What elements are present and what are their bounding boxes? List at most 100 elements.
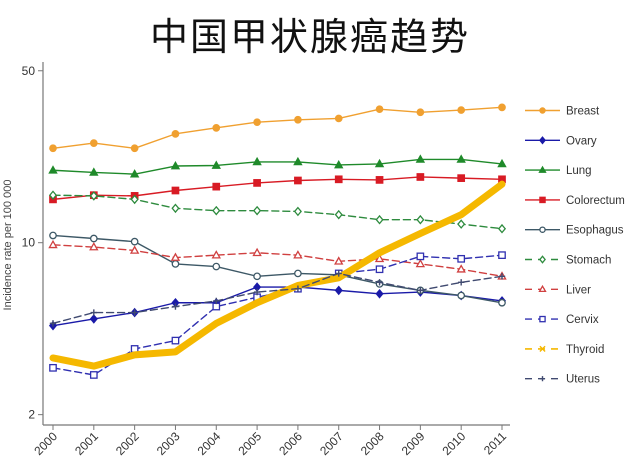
legend-marker-liver bbox=[538, 284, 547, 293]
data-point-cervix-2001 bbox=[89, 371, 98, 379]
data-point-esophagus-2006 bbox=[294, 269, 302, 278]
data-point-breast-2011 bbox=[498, 103, 506, 112]
legend-item-uterus: Uterus bbox=[525, 374, 600, 386]
series-breast bbox=[49, 103, 506, 153]
legend-item-cervix: Cervix bbox=[525, 314, 599, 326]
data-point-breast-2009 bbox=[416, 108, 425, 117]
legend-label-stomach: Stomach bbox=[566, 255, 611, 267]
series-lung bbox=[48, 154, 507, 178]
data-point-uterus-2005 bbox=[253, 288, 261, 296]
data-point-cervix-2003 bbox=[171, 336, 180, 345]
y-tick-label: 10 bbox=[22, 236, 36, 250]
x-tick-label: 2004 bbox=[195, 429, 224, 458]
data-point-lung-2001 bbox=[89, 167, 99, 176]
data-point-colorectum-2006 bbox=[294, 176, 302, 185]
data-point-colorectum-2010 bbox=[457, 174, 466, 182]
data-point-lung-2011 bbox=[497, 158, 507, 168]
series-liver bbox=[48, 239, 507, 280]
legend-marker-uterus bbox=[539, 376, 546, 382]
data-point-breast-2002 bbox=[130, 144, 139, 153]
data-point-uterus-2000 bbox=[49, 320, 57, 327]
data-point-uterus-2007 bbox=[335, 270, 342, 277]
data-point-liver-2008 bbox=[374, 253, 385, 263]
data-point-cervix-2000 bbox=[49, 363, 57, 372]
legend-item-ovary: Ovary bbox=[525, 135, 597, 147]
data-point-lung-2003 bbox=[170, 160, 181, 170]
series-line-colorectum bbox=[52, 176, 503, 201]
data-point-esophagus-2005 bbox=[253, 272, 261, 281]
data-point-colorectum-2003 bbox=[171, 186, 180, 195]
data-point-lung-2009 bbox=[415, 154, 426, 163]
data-point-stomach-2000 bbox=[48, 190, 58, 201]
data-point-esophagus-2004 bbox=[212, 262, 221, 271]
series-line-stomach bbox=[52, 194, 503, 230]
data-point-breast-2000 bbox=[49, 144, 57, 153]
data-point-breast-2006 bbox=[294, 115, 302, 124]
data-point-uterus-2008 bbox=[376, 279, 383, 286]
legend-marker-esophagus bbox=[539, 226, 546, 233]
series-line-breast bbox=[52, 106, 503, 149]
legend-label-colorectum: Colorectum bbox=[566, 195, 625, 207]
data-point-stomach-2009 bbox=[416, 214, 425, 225]
data-point-liver-2000 bbox=[48, 239, 58, 249]
data-point-liver-2007 bbox=[334, 256, 344, 265]
legend-label-uterus: Uterus bbox=[566, 374, 600, 386]
series-colorectum bbox=[49, 173, 506, 204]
legend-marker-ovary bbox=[539, 136, 546, 145]
x-tick-label: 2006 bbox=[276, 429, 305, 458]
data-point-uterus-2004 bbox=[213, 297, 220, 305]
series-line-liver bbox=[52, 244, 503, 278]
data-point-esophagus-2003 bbox=[171, 260, 180, 268]
x-tick-label: 2010 bbox=[440, 429, 469, 458]
y-tick-label: 2 bbox=[28, 408, 35, 422]
data-point-colorectum-2004 bbox=[212, 182, 221, 191]
data-point-colorectum-2005 bbox=[253, 179, 261, 187]
data-point-breast-2004 bbox=[212, 124, 221, 132]
data-point-stomach-2003 bbox=[171, 203, 180, 214]
legend-label-cervix: Cervix bbox=[566, 314, 599, 326]
data-point-breast-2010 bbox=[457, 106, 466, 114]
legend-marker-cervix bbox=[539, 315, 546, 323]
legend-item-liver: Liver bbox=[525, 284, 591, 296]
data-point-lung-2007 bbox=[334, 159, 344, 169]
data-point-stomach-2006 bbox=[293, 206, 302, 217]
legend-label-thyroid: Thyroid bbox=[566, 344, 604, 356]
x-tick-label: 2001 bbox=[72, 429, 101, 458]
x-tick-label: 2005 bbox=[235, 429, 264, 458]
data-point-colorectum-2008 bbox=[375, 176, 384, 184]
data-point-colorectum-2009 bbox=[416, 173, 425, 181]
data-point-lung-2008 bbox=[374, 158, 385, 168]
data-point-esophagus-2010 bbox=[457, 291, 466, 300]
legend-item-thyroid: Thyroid bbox=[525, 344, 604, 356]
data-point-cervix-2008 bbox=[375, 265, 384, 274]
x-tick-label: 2003 bbox=[154, 429, 183, 458]
data-point-stomach-2002 bbox=[130, 194, 139, 205]
data-point-esophagus-2000 bbox=[49, 231, 57, 240]
legend-marker-colorectum bbox=[539, 196, 546, 204]
data-point-lung-2010 bbox=[456, 154, 466, 163]
data-point-stomach-2011 bbox=[497, 223, 507, 234]
series-stomach bbox=[48, 190, 507, 234]
data-point-liver-2003 bbox=[170, 252, 181, 261]
data-point-cervix-2011 bbox=[498, 251, 506, 260]
x-tick-label: 2007 bbox=[317, 429, 346, 458]
data-point-esophagus-2011 bbox=[498, 298, 506, 307]
data-point-liver-2001 bbox=[89, 242, 99, 251]
chart-title: 中国甲状腺癌趋势 bbox=[149, 15, 470, 59]
data-point-stomach-2010 bbox=[457, 219, 466, 229]
legend-label-ovary: Ovary bbox=[566, 135, 597, 147]
series-line-thyroid bbox=[49, 180, 506, 370]
data-point-uterus-2011 bbox=[498, 273, 506, 280]
data-point-ovary-2007 bbox=[334, 285, 343, 296]
data-point-cervix-2010 bbox=[457, 254, 466, 263]
data-point-liver-2010 bbox=[456, 264, 466, 273]
data-point-liver-2004 bbox=[211, 250, 221, 259]
data-point-breast-2001 bbox=[89, 139, 98, 147]
legend-item-stomach: Stomach bbox=[525, 255, 611, 267]
data-point-liver-2005 bbox=[252, 247, 262, 257]
data-point-uterus-2001 bbox=[90, 309, 98, 316]
data-point-lung-2000 bbox=[48, 165, 58, 174]
data-point-stomach-2008 bbox=[375, 214, 384, 225]
data-point-breast-2005 bbox=[253, 118, 261, 127]
